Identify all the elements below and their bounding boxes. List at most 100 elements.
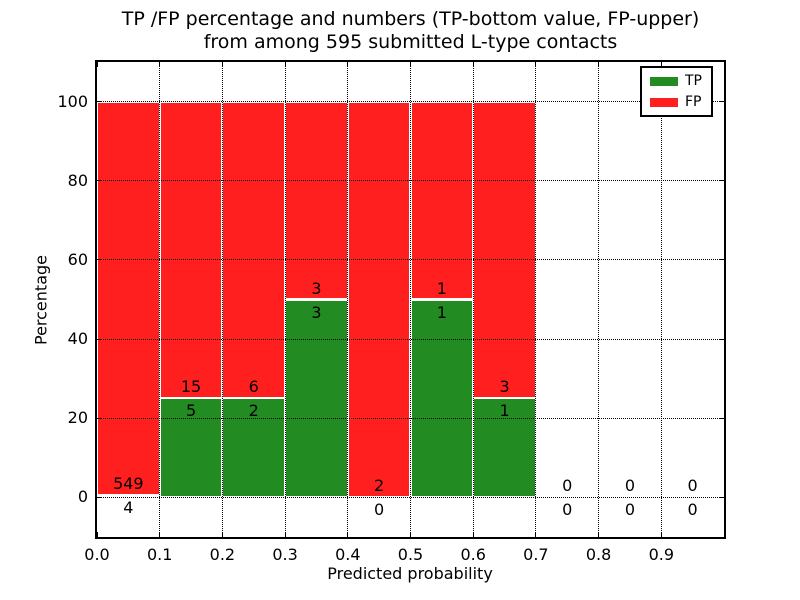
x-tick-label: 0.2 (209, 545, 236, 564)
tp-count-label: 1 (499, 401, 510, 421)
bar-segment-tp (285, 299, 348, 498)
bar-segment-fp (159, 101, 223, 399)
y-tick-label: 0 (77, 487, 88, 507)
bar-segment-fp (222, 101, 286, 399)
x-tick-mark (660, 62, 662, 67)
x-tick-mark (284, 532, 286, 537)
fp-count-label: 15 (180, 377, 202, 397)
gridline-vertical (284, 62, 286, 537)
legend-item: FP (650, 94, 702, 110)
x-tick-mark (410, 62, 411, 67)
x-tick-mark (96, 532, 98, 537)
y-tick-label: 100 (57, 91, 88, 111)
x-tick-mark (598, 62, 600, 67)
gridline-horizontal (97, 338, 724, 340)
y-tick-mark (719, 101, 724, 103)
y-tick-label: 20 (67, 408, 88, 428)
y-tick-mark (97, 259, 102, 261)
y-tick-label: 60 (67, 249, 88, 269)
y-tick-mark (97, 338, 102, 340)
gridline-vertical (598, 62, 600, 537)
gridline-vertical (221, 62, 223, 537)
x-axis-label: Predicted probability (327, 564, 493, 583)
x-tick-mark (221, 532, 223, 537)
gridline-vertical (347, 62, 349, 537)
bar-segment-tp (159, 398, 223, 498)
bar-segment-tp (410, 299, 474, 498)
tp-count-label: 5 (185, 401, 197, 421)
gridline-horizontal (97, 101, 724, 103)
tp-count-label: 0 (687, 500, 698, 520)
gridline-horizontal (97, 180, 724, 182)
x-tick-mark (535, 62, 537, 67)
fp-count-label: 2 (374, 476, 385, 496)
fp-count-label: 1 (436, 278, 447, 298)
x-tick-label: 0.8 (585, 545, 612, 564)
gridline-vertical (660, 62, 662, 537)
gridline-vertical (159, 62, 161, 537)
y-tick-mark (97, 417, 102, 419)
gridline-vertical (535, 62, 537, 537)
x-tick-mark (159, 532, 161, 537)
legend: TP FP (640, 66, 713, 117)
x-tick-mark (96, 62, 98, 67)
tp-count-label: 3 (311, 302, 322, 322)
x-tick-label: 0.5 (397, 545, 424, 564)
y-tick-mark (97, 180, 102, 182)
x-tick-mark (221, 62, 223, 67)
tp-count-label: 0 (374, 500, 385, 520)
bar-segment-fp (473, 101, 536, 399)
fp-count-label: 549 (113, 473, 144, 493)
bar-segment-fp (410, 101, 474, 300)
legend-item: TP (650, 73, 702, 89)
x-tick-mark (284, 62, 286, 67)
y-tick-mark (719, 496, 724, 498)
y-tick-mark (719, 338, 724, 340)
fp-count-label: 0 (687, 476, 698, 496)
x-tick-mark (472, 62, 474, 67)
x-tick-label: 0.0 (84, 545, 110, 564)
y-tick-label: 80 (67, 170, 88, 190)
bar-segment-tp (473, 398, 536, 498)
gridline-vertical (410, 62, 411, 537)
y-tick-label: 40 (67, 329, 88, 349)
y-tick-mark (719, 417, 724, 419)
gridline-vertical (472, 62, 474, 537)
x-tick-label: 0.6 (460, 545, 486, 564)
legend-swatch-fp-icon (650, 97, 678, 107)
chart-title-line-2: from among 595 submitted L-type contacts (203, 31, 618, 53)
tp-count-label: 1 (436, 302, 447, 322)
fp-count-label: 0 (562, 476, 573, 496)
x-tick-label: 0.3 (272, 545, 298, 564)
chart-title-line-1: TP /FP percentage and numbers (TP-bottom… (121, 8, 700, 30)
x-tick-label: 0.1 (146, 545, 173, 564)
x-tick-label: 0.4 (335, 545, 361, 564)
x-tick-mark (660, 532, 662, 537)
x-tick-mark (347, 532, 349, 537)
legend-label: FP (685, 94, 702, 110)
x-tick-mark (472, 532, 474, 537)
y-tick-mark (719, 259, 724, 261)
fp-count-label: 3 (311, 278, 322, 298)
bar-segment-fp (97, 101, 160, 495)
fp-count-label: 6 (248, 377, 259, 397)
tp-count-label: 0 (562, 500, 573, 520)
x-tick-mark (410, 532, 411, 537)
tp-count-label: 2 (248, 401, 259, 421)
x-tick-label: 0.9 (648, 545, 675, 564)
fp-count-label: 0 (624, 476, 636, 496)
fp-count-label: 3 (499, 377, 510, 397)
y-tick-mark (719, 180, 724, 182)
bar-segment-fp (285, 101, 348, 300)
gridline-horizontal (97, 259, 724, 261)
plot-area: TP FP 0.0 0.1 0.2 0.3 0.4 0.5 0.6 0.7 0.8 0.9 0 20 40… (57, 60, 726, 564)
x-tick-label: 0.7 (523, 545, 549, 564)
gridline-horizontal (97, 496, 724, 498)
y-tick-mark (97, 101, 102, 103)
legend-label: TP (685, 73, 702, 89)
chart-title: TP /FP percentage and numbers (TP-bottom… (97, 8, 724, 54)
x-tick-mark (535, 532, 537, 537)
tp-count-label: 4 (123, 497, 134, 517)
tp-count-label: 0 (624, 500, 636, 520)
